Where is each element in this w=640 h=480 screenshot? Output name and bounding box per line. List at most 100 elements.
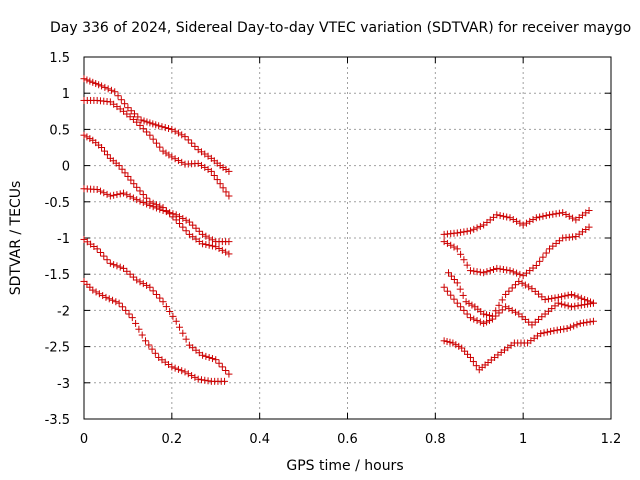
data-point	[562, 210, 570, 218]
data-point	[564, 291, 572, 299]
data-point	[443, 287, 451, 295]
data-point	[571, 302, 579, 310]
data-point	[215, 244, 223, 252]
data-point	[134, 113, 142, 121]
data-point	[80, 131, 88, 139]
data-point	[468, 301, 476, 309]
data-point	[539, 253, 547, 261]
data-point	[460, 256, 468, 264]
series-arc-5	[80, 235, 233, 378]
data-point	[202, 241, 210, 249]
data-point	[195, 227, 203, 235]
y-tick-label: -1	[57, 232, 70, 247]
data-point	[152, 121, 160, 129]
data-point	[519, 221, 527, 229]
data-point	[118, 303, 126, 311]
data-point	[99, 292, 107, 300]
data-point	[146, 131, 154, 139]
data-point	[182, 216, 190, 224]
data-point	[543, 328, 551, 336]
data-point	[522, 219, 530, 227]
data-point	[103, 190, 111, 198]
data-point	[95, 81, 103, 89]
data-point	[585, 206, 593, 214]
data-point	[127, 107, 135, 115]
data-point	[133, 196, 141, 204]
data-point	[561, 301, 569, 309]
data-point	[480, 310, 488, 318]
data-point	[191, 142, 199, 150]
data-point	[98, 82, 106, 90]
series-arc-6	[80, 277, 229, 385]
data-point	[542, 249, 550, 257]
data-point	[589, 317, 597, 325]
data-point	[567, 303, 575, 311]
data-point	[93, 245, 101, 253]
data-point	[139, 199, 147, 207]
data-point	[443, 338, 451, 346]
data-point	[121, 100, 129, 108]
data-point	[133, 118, 141, 126]
data-point	[456, 285, 464, 293]
data-points	[80, 75, 597, 385]
data-point	[143, 281, 151, 289]
data-point	[131, 110, 139, 118]
data-point	[219, 184, 227, 192]
data-point	[162, 208, 170, 216]
data-point	[182, 227, 190, 235]
data-point	[133, 276, 141, 284]
data-point	[529, 216, 537, 224]
data-point	[536, 213, 544, 221]
data-point	[100, 147, 108, 155]
data-point	[116, 190, 124, 198]
data-point	[165, 124, 173, 132]
data-point	[457, 303, 465, 311]
data-point	[459, 291, 467, 299]
data-point	[511, 308, 519, 316]
data-point	[506, 267, 514, 275]
data-point	[113, 262, 121, 270]
data-point	[556, 326, 564, 334]
data-point	[176, 323, 184, 331]
data-point	[125, 310, 133, 318]
data-point	[103, 151, 111, 159]
data-point	[473, 224, 481, 232]
data-point	[103, 256, 111, 264]
data-point	[185, 218, 193, 226]
data-point	[143, 128, 151, 136]
data-point	[141, 337, 149, 345]
data-point	[149, 287, 157, 295]
data-point	[509, 268, 517, 276]
data-point	[563, 325, 571, 332]
data-point	[151, 349, 159, 357]
series-arc-10	[440, 283, 597, 329]
data-point	[536, 257, 544, 265]
y-axis: 1.5 1 0.5 0 -0.5 -1 -1.5 -2 -2.5 -3 -3.5	[45, 51, 611, 428]
data-point	[184, 136, 192, 144]
data-point	[128, 314, 136, 322]
data-point	[450, 243, 458, 251]
data-point	[589, 299, 597, 307]
data-point	[176, 213, 184, 221]
data-point	[172, 211, 180, 219]
data-point	[205, 241, 213, 249]
data-point	[472, 362, 480, 370]
data-point	[440, 283, 448, 291]
x-tick-label: 0.2	[161, 432, 182, 447]
data-point	[445, 269, 453, 277]
y-tick-label: 0	[62, 160, 70, 175]
data-point	[483, 268, 491, 276]
y-tick-label: -2.5	[45, 341, 70, 356]
data-point	[136, 278, 144, 286]
data-point	[171, 364, 179, 372]
data-point	[115, 162, 123, 170]
data-point	[179, 214, 187, 222]
data-point	[503, 213, 511, 221]
data-point	[495, 309, 503, 317]
data-point	[488, 315, 496, 323]
data-point	[453, 279, 461, 287]
data-point	[130, 180, 138, 188]
data-point	[541, 296, 549, 304]
data-point	[577, 294, 585, 302]
data-point	[194, 375, 202, 383]
